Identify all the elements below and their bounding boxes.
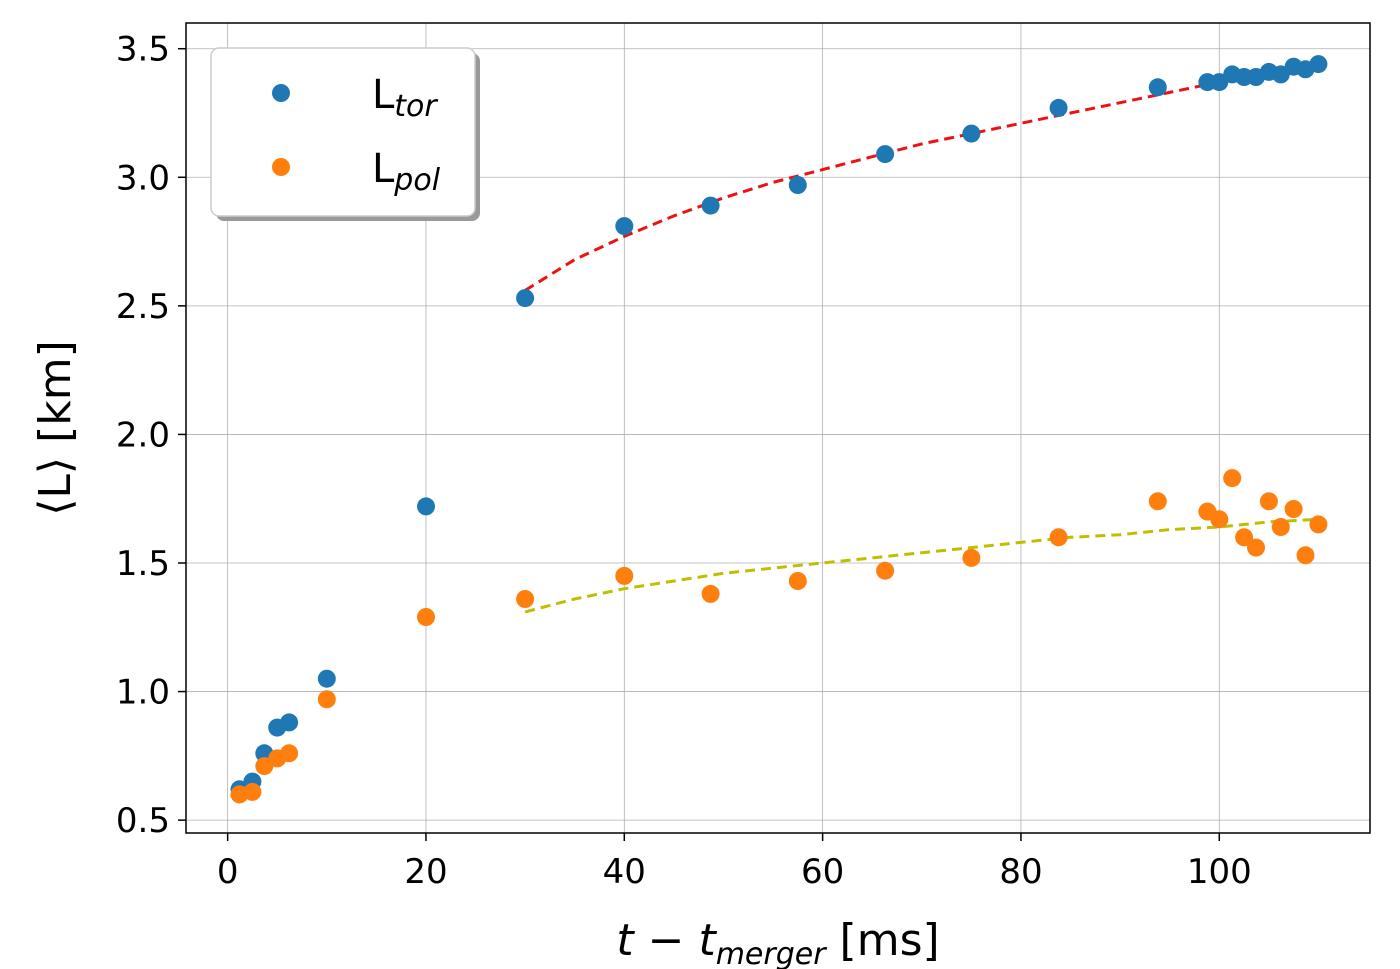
series-L_pol — [230, 469, 1328, 804]
point-L_pol — [1223, 469, 1242, 488]
point-L_pol — [1235, 528, 1254, 547]
point-L_tor — [1309, 55, 1328, 74]
point-L_tor — [615, 217, 634, 236]
point-L_tor — [317, 669, 336, 688]
point-L_pol — [1210, 510, 1229, 529]
point-L_pol — [243, 782, 262, 801]
y-tick-label: 2.0 — [116, 415, 170, 455]
x-tick-label: 100 — [1187, 852, 1252, 892]
x-tick-label: 80 — [999, 852, 1042, 892]
x-tick-label: 20 — [404, 852, 447, 892]
y-tick-label: 3.0 — [116, 158, 170, 198]
x-axis-label: t − tmerger [ms] — [616, 915, 939, 969]
point-L_tor — [417, 497, 435, 516]
y-tick-label: 3.5 — [116, 30, 170, 70]
x-tick-label: 60 — [801, 852, 844, 892]
point-L_pol — [701, 584, 720, 603]
x-tick-label: 0 — [217, 852, 239, 892]
point-L_pol — [962, 548, 981, 567]
point-L_tor — [876, 145, 895, 164]
point-L_pol — [1284, 500, 1303, 518]
point-L_tor — [516, 289, 535, 308]
axis-ticks: 0 20 40 60 80 100 0.5 1.0 1.5 2.0 2.5 3.0 3.5 — [116, 30, 1252, 892]
point-L_pol — [1271, 518, 1290, 536]
point-L_pol — [516, 590, 535, 608]
plot-frame — [185, 22, 1371, 834]
point-L_pol — [280, 744, 299, 763]
point-L_tor — [962, 124, 981, 143]
pol-fit-line — [524, 517, 1319, 614]
point-L_pol — [788, 572, 807, 590]
grid — [186, 23, 1370, 833]
y-tick-label: 1.5 — [116, 544, 170, 584]
legend-label-tor: Ltor — [372, 72, 438, 124]
point-L_tor — [701, 196, 720, 215]
point-L_pol — [1247, 538, 1265, 557]
point-L_pol — [876, 561, 895, 580]
point-L_pol — [1296, 546, 1315, 565]
y-tick-label: 1.0 — [116, 673, 170, 713]
legend-marker-tor — [272, 84, 290, 102]
fit-lines — [524, 62, 1319, 614]
series-L_tor — [230, 55, 1328, 799]
point-L_tor — [1148, 78, 1167, 97]
legend-label-pol: Lpol — [372, 146, 441, 198]
y-tick-label: 2.5 — [116, 287, 170, 327]
point-L_tor — [1049, 98, 1068, 117]
x-tick-label: 40 — [603, 852, 646, 892]
point-L_tor — [788, 176, 807, 194]
point-L_pol — [615, 566, 634, 585]
legend: Ltor Lpol — [210, 47, 480, 221]
legend-marker-pol — [272, 158, 290, 176]
point-L_tor — [280, 713, 299, 732]
point-L_pol — [417, 608, 435, 626]
tor-fit-line — [524, 62, 1319, 292]
point-L_pol — [1309, 515, 1328, 534]
y-axis-label: ⟨L⟩ [km] — [30, 340, 81, 516]
point-L_pol — [1259, 492, 1278, 511]
point-L_pol — [1148, 492, 1167, 511]
point-L_pol — [317, 690, 336, 709]
y-tick-label: 0.5 — [116, 801, 170, 841]
data-points — [230, 55, 1328, 804]
point-L_pol — [1049, 528, 1068, 547]
